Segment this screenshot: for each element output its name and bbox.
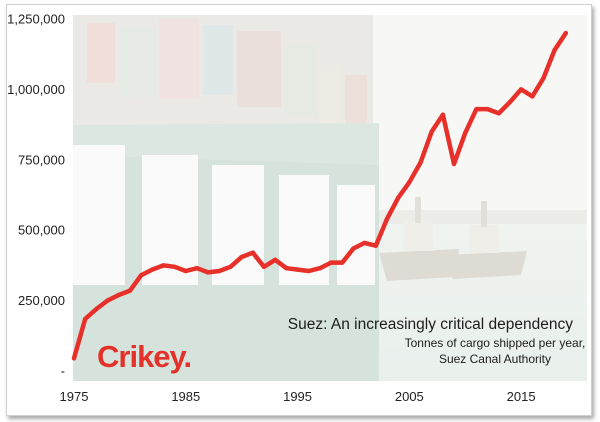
x-axis: 1975 1985 1995 2005 2015 bbox=[60, 389, 536, 404]
crikey-logo: Crikey. bbox=[97, 339, 191, 374]
data-point bbox=[116, 292, 121, 298]
y-axis: - 250,000 500,000 750,000 1,000,000 1,250,000 bbox=[7, 12, 65, 379]
data-point bbox=[138, 273, 144, 278]
y-tick-label: 1,250,000 bbox=[7, 12, 65, 27]
data-point bbox=[518, 87, 524, 92]
data-point bbox=[351, 246, 356, 251]
chart-subtitle-line-1: Tonnes of cargo shipped per year, bbox=[405, 336, 586, 350]
x-tick-label: 1985 bbox=[171, 389, 200, 404]
data-point bbox=[563, 30, 568, 36]
data-point bbox=[127, 288, 133, 293]
data-point bbox=[496, 111, 501, 116]
y-tick-label: 250,000 bbox=[18, 293, 65, 308]
y-tick-label: 750,000 bbox=[18, 152, 65, 167]
data-point bbox=[284, 266, 289, 271]
data-point bbox=[440, 112, 446, 117]
data-point bbox=[205, 270, 211, 275]
x-tick-label: 2005 bbox=[395, 389, 424, 404]
data-point bbox=[552, 47, 557, 53]
data-point bbox=[485, 106, 490, 112]
y-tick-label: 500,000 bbox=[18, 223, 65, 238]
data-point bbox=[306, 268, 311, 274]
data-point bbox=[396, 195, 401, 200]
data-point bbox=[418, 160, 423, 165]
data-point bbox=[474, 106, 479, 112]
data-point bbox=[217, 268, 222, 274]
data-point bbox=[530, 94, 535, 99]
data-point bbox=[161, 263, 166, 268]
chart-frame: - 250,000 500,000 750,000 1,000,000 1,250,000… bbox=[6, 4, 592, 416]
data-point bbox=[328, 260, 334, 265]
data-point bbox=[407, 180, 412, 185]
x-tick-label: 1995 bbox=[283, 389, 312, 404]
data-point bbox=[172, 264, 177, 269]
data-point bbox=[250, 250, 255, 255]
data-point bbox=[105, 298, 110, 303]
data-point bbox=[239, 254, 244, 260]
data-point bbox=[362, 240, 367, 246]
data-point bbox=[463, 130, 468, 136]
data-point bbox=[228, 264, 233, 269]
line-chart: - 250,000 500,000 750,000 1,000,000 1,250,000… bbox=[7, 12, 587, 404]
chart-subtitle-line-2: Suez Canal Authority bbox=[439, 352, 551, 366]
data-point bbox=[507, 99, 513, 105]
data-point bbox=[94, 306, 99, 312]
data-point bbox=[183, 268, 188, 274]
data-point bbox=[295, 267, 300, 272]
data-point bbox=[194, 266, 200, 271]
data-point bbox=[451, 161, 457, 167]
data-points bbox=[71, 30, 568, 361]
data-point bbox=[340, 260, 345, 265]
data-point bbox=[373, 243, 378, 248]
data-point bbox=[261, 264, 267, 269]
x-tick-label: 2015 bbox=[507, 389, 536, 404]
data-point bbox=[150, 267, 155, 272]
x-tick-label: 1975 bbox=[60, 389, 89, 404]
data-point bbox=[71, 356, 77, 361]
y-tick-label: 1,000,000 bbox=[7, 82, 65, 97]
data-point bbox=[273, 257, 278, 262]
data-point bbox=[429, 129, 434, 134]
data-point bbox=[317, 266, 323, 271]
y-tick-label: - bbox=[61, 364, 65, 379]
data-point bbox=[541, 75, 546, 81]
data-point bbox=[83, 316, 88, 322]
chart-title: Suez: An increasingly critical dependenc… bbox=[288, 316, 573, 333]
data-point bbox=[384, 216, 390, 222]
